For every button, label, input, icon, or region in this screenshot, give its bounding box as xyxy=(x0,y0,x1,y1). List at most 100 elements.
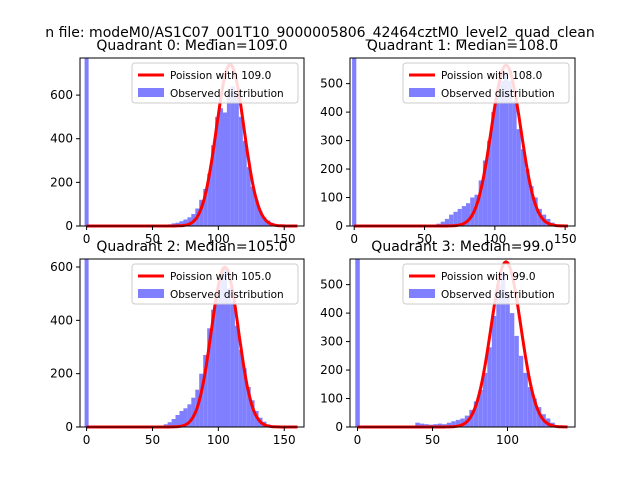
y-tick-label: 0 xyxy=(65,219,73,233)
legend-box xyxy=(131,62,299,104)
histogram-bar xyxy=(419,423,425,427)
histogram-bar xyxy=(451,421,456,427)
y-tick-label: 500 xyxy=(320,77,343,91)
histogram-bar xyxy=(211,145,216,226)
histogram-bar xyxy=(499,80,504,226)
legend-bar-swatch xyxy=(138,88,164,97)
histogram-bar xyxy=(84,58,89,226)
histogram-bar xyxy=(473,401,479,427)
y-tick-label: 100 xyxy=(320,191,343,205)
histogram-bar xyxy=(219,277,223,427)
histogram-bar xyxy=(230,301,235,427)
histogram-bar xyxy=(469,409,474,427)
histogram-bar xyxy=(533,197,538,226)
axes-frame xyxy=(79,57,305,227)
histogram-bar xyxy=(491,112,496,226)
legend: Poission with 109.0 Observed distribution xyxy=(131,62,299,104)
histogram-bar xyxy=(175,415,180,427)
y-tick-label: 0 xyxy=(335,219,343,233)
histogram-bar xyxy=(474,194,479,226)
y-tick-label: 200 xyxy=(50,367,73,381)
histogram-bar xyxy=(167,422,172,427)
y-tick-label: 300 xyxy=(320,335,343,349)
legend: Poission with 105.0 Observed distribution xyxy=(131,263,299,305)
histogram-bar xyxy=(523,372,528,427)
x-tick-label: 50 xyxy=(425,433,440,447)
histogram-bar xyxy=(355,259,360,427)
histogram-bar xyxy=(449,214,454,226)
legend-label-poisson: Poission with 99.0 xyxy=(441,271,536,283)
x-tick-label: 0 xyxy=(83,232,91,246)
histogram-bar xyxy=(446,422,452,427)
histogram-bar xyxy=(223,112,227,226)
histogram-bar xyxy=(234,95,239,226)
legend-bar-swatch xyxy=(409,289,435,298)
histogram-bar xyxy=(491,315,497,427)
histogram-bar xyxy=(226,288,231,427)
legend-box xyxy=(402,263,570,305)
histogram-bar xyxy=(509,313,515,427)
y-tick-label: 400 xyxy=(320,105,343,119)
histogram-bar xyxy=(215,299,220,427)
histogram-bar xyxy=(487,347,492,427)
panel-3: 0 50 100 0 100 200 300 400 500 Quadrant 3: Median… xyxy=(320,239,576,447)
y-tick-label: 300 xyxy=(320,134,343,148)
x-tick-label: 150 xyxy=(273,232,296,246)
histogram-bar xyxy=(207,173,212,226)
histogram-bar xyxy=(520,149,526,226)
legend-box xyxy=(131,263,299,305)
y-tick-label: 400 xyxy=(50,132,73,146)
legend: Poission with 99.0 Observed distribution xyxy=(402,263,570,305)
x-tick-label: 100 xyxy=(207,232,230,246)
histogram-bar xyxy=(440,221,445,226)
legend-label-observed: Observed distribution xyxy=(170,88,284,100)
legend-bar-swatch xyxy=(138,289,164,298)
histogram-bar xyxy=(529,186,534,226)
histogram-bar xyxy=(460,418,465,427)
histogram-bar xyxy=(461,206,466,226)
x-tick-label: 100 xyxy=(207,433,230,447)
histogram-bar xyxy=(219,108,223,226)
histogram-bar xyxy=(250,186,255,226)
panel-title: Quadrant 2: Median=105.0 xyxy=(96,239,287,255)
panel-title: Quadrant 3: Median=99.0 xyxy=(371,239,553,255)
histogram-bar xyxy=(415,422,420,427)
histogram-bar xyxy=(532,398,537,427)
histogram-bar xyxy=(352,58,357,226)
x-tick-label: 0 xyxy=(354,433,362,447)
panel-2: 0 50 100 150 0 200 400 600 Quadrant 2: Median=10… xyxy=(50,239,305,447)
legend-label-observed: Observed distribution xyxy=(441,289,555,301)
legend-label-observed: Observed distribution xyxy=(441,88,555,100)
histogram-bar xyxy=(466,203,471,226)
histogram-bar xyxy=(215,116,220,226)
histogram-bar xyxy=(183,408,188,427)
histogram-bar xyxy=(84,259,89,427)
histogram-bar xyxy=(238,349,243,427)
histogram-bar xyxy=(536,407,542,427)
legend-label-poisson: Poission with 109.0 xyxy=(170,70,271,82)
histogram-bar xyxy=(175,222,180,226)
panel-0: 0 50 100 150 0 200 400 600 Quadrant 0: Median=10… xyxy=(50,38,305,246)
histogram-bar xyxy=(478,390,483,427)
histogram-bar xyxy=(482,372,488,427)
histogram-bar xyxy=(203,355,208,427)
y-tick-label: 0 xyxy=(65,420,73,434)
histogram-bar xyxy=(191,397,196,427)
histogram-bar xyxy=(250,400,255,427)
histogram-bar xyxy=(187,404,192,427)
histogram-bar xyxy=(223,267,227,427)
x-tick-label: 150 xyxy=(554,232,577,246)
y-tick-label: 0 xyxy=(335,420,343,434)
axes-frame xyxy=(349,57,576,227)
histogram-bar xyxy=(207,328,212,427)
histogram-bar xyxy=(455,419,461,427)
histogram-bar xyxy=(246,387,251,427)
histogram-bar xyxy=(516,129,521,226)
histogram-bar xyxy=(179,411,184,427)
axes-frame xyxy=(79,258,305,428)
x-tick-label: 50 xyxy=(417,232,432,246)
panel-title: Quadrant 1: Median=108.0 xyxy=(367,38,558,54)
histogram-bar xyxy=(457,208,462,226)
legend-label-poisson: Poission with 105.0 xyxy=(170,271,271,283)
